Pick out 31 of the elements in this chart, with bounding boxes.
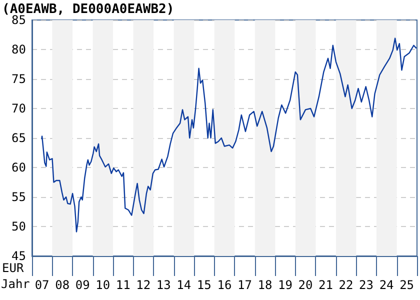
x-tick-label: 17 bbox=[237, 278, 252, 292]
x-tick-label: 12 bbox=[136, 278, 151, 292]
x-tick-label: 18 bbox=[258, 278, 272, 292]
y-tick-label: 60 bbox=[12, 160, 26, 174]
line-series bbox=[41, 38, 417, 232]
x-tick-label: 16 bbox=[217, 278, 232, 292]
x-tick-label: 08 bbox=[55, 278, 70, 292]
y-tick-label: 75 bbox=[12, 72, 26, 86]
x-tick-label: 13 bbox=[156, 278, 171, 292]
y-tick-label: 45 bbox=[12, 249, 26, 263]
y-tick-label: 65 bbox=[12, 131, 26, 145]
y-tick-label: 80 bbox=[12, 42, 26, 56]
x-tick-label: 21 bbox=[318, 278, 333, 292]
x-tick-label: 23 bbox=[359, 278, 374, 292]
x-tick-label: 22 bbox=[338, 278, 354, 292]
x-axis-title: Jahr bbox=[1, 277, 30, 291]
x-tick-label: 25 bbox=[400, 278, 414, 292]
y-tick-label: 55 bbox=[12, 190, 26, 204]
y-axis-title: EUR bbox=[2, 261, 24, 275]
x-tick-label: 11 bbox=[116, 278, 130, 292]
x-tick-label: 24 bbox=[379, 278, 394, 292]
y-tick-label: 85 bbox=[12, 13, 26, 27]
x-tick-label: 07 bbox=[34, 278, 50, 292]
x-tick-label: 09 bbox=[75, 278, 90, 292]
x-tick-label: 10 bbox=[96, 278, 110, 292]
x-tick-label: 15 bbox=[196, 278, 212, 292]
y-tick-label: 70 bbox=[12, 102, 26, 116]
x-tick-label: 20 bbox=[298, 278, 313, 292]
x-tick-label: 19 bbox=[278, 278, 292, 292]
y-tick-label: 50 bbox=[12, 220, 26, 234]
x-tick-label: 14 bbox=[176, 278, 192, 292]
